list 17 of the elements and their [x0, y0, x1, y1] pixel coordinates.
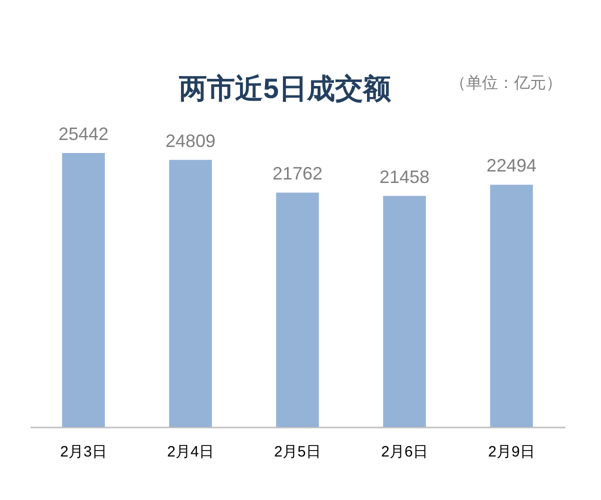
x-tick-label: 2月4日 [167, 444, 214, 460]
bar [383, 196, 426, 427]
x-tick-label: 2月6日 [381, 444, 428, 460]
data-label: 25442 [58, 124, 109, 144]
data-label: 24809 [165, 130, 216, 151]
data-label: 22494 [486, 156, 537, 176]
x-tick-label: 2月9日 [488, 444, 535, 460]
data-label: 21458 [379, 166, 430, 187]
data-label: 21762 [272, 164, 323, 184]
x-tick-label: 2月3日 [60, 444, 107, 460]
chart-title: 两市近5日成交额 [178, 73, 392, 104]
bar [490, 184, 533, 427]
chart-subtitle: （单位：亿元） [450, 74, 562, 92]
x-tick-label: 2月5日 [274, 444, 321, 460]
bar [276, 192, 319, 427]
bar [62, 153, 105, 427]
bar [169, 160, 212, 427]
